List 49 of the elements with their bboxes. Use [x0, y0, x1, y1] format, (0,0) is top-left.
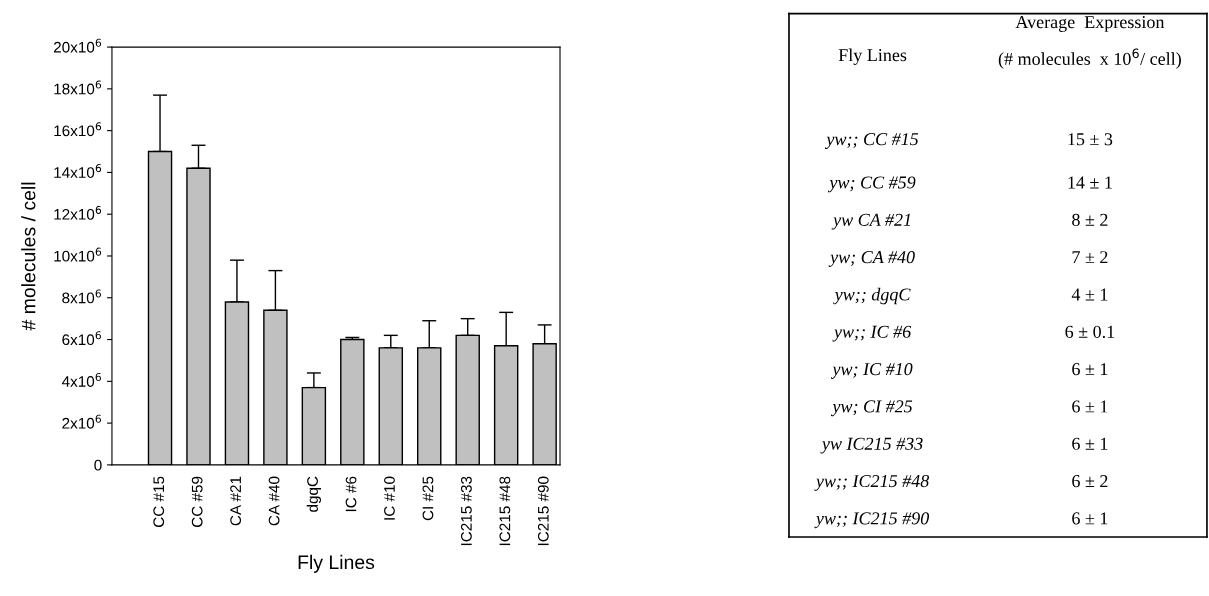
text: 8 ± 2 [1072, 213, 1108, 226]
x-tick-label: IC #10 [384, 476, 395, 520]
y-tick-label: 14x10$^{6}$ [54, 164, 102, 178]
text: Fly Lines [838, 48, 907, 65]
text: Average Expression [1015, 16, 1165, 32]
category-label: yw;; IC #6 [832, 325, 912, 342]
text: 14 ± 1 [1068, 176, 1112, 189]
y-tick-label: 2x10$^{6}$ [62, 414, 101, 429]
y-tick-label: 4x10$^{6}$ [61, 372, 101, 387]
x-tick-label: CA #21 [230, 476, 242, 526]
y-tick-label: 18x10$^{6}$ [54, 80, 102, 95]
x-tick-label: CC #59 [191, 476, 203, 528]
text: 6 ± 0.1 [1065, 325, 1115, 338]
y-tick-label: 16x10$^{6}$ [54, 122, 102, 137]
category-label: yw;; dgqC [833, 287, 911, 305]
text: 6 ± 1 [1072, 437, 1108, 450]
category-label: yw;; CC #15 [824, 133, 919, 149]
text: (# molecules x 10$^{6}$/ cell) [998, 48, 1181, 69]
x-tick-label: IC215 #90 [537, 476, 549, 546]
category-label: yw; CA #40 [828, 251, 915, 267]
y-tick-label: 10x10$^{6}$ [54, 247, 102, 262]
x-axis-title: Fly Lines [298, 554, 375, 573]
x-tick-label: IC #6 [345, 476, 357, 512]
text: 6 ± 1 [1072, 400, 1108, 413]
category-label: yw; CI #25 [830, 400, 913, 417]
y-tick-label: 6x10$^{6}$ [62, 331, 101, 346]
y-axis-title: # molecules / cell [21, 182, 36, 331]
text: 4 ± 1 [1071, 288, 1108, 301]
y-tick-label: 20x10$^{6}$ [53, 38, 102, 53]
x-tick-label: dgqC [306, 476, 321, 512]
text: 6 ± 2 [1072, 475, 1108, 488]
x-tick-label: IC215 #33 [460, 476, 472, 546]
category-label: yw; CC #59 [827, 176, 916, 193]
text: 6 ± 1 [1072, 512, 1108, 525]
text: 7 ± 2 [1072, 251, 1108, 264]
text: 6 ± 1 [1072, 363, 1108, 376]
x-tick-label: CI #25 [422, 476, 434, 521]
x-tick-label: CC #15 [153, 476, 165, 528]
y-tick-label: 8x10$^{6}$ [62, 289, 101, 304]
y-tick-label: 12x10$^{6}$ [54, 205, 102, 220]
x-tick-label: CA #40 [268, 476, 280, 526]
y-tick-label: 0 [94, 459, 102, 471]
x-tick-label: IC215 #48 [499, 476, 511, 546]
category-label: yw CA #21 [831, 213, 911, 230]
category-label: yw IC215 #33 [820, 437, 923, 454]
category-label: yw; IC #10 [830, 362, 913, 379]
category-label: yw;; IC215 #48 [814, 474, 930, 491]
category-label: yw;; IC215 #90 [814, 512, 930, 529]
text: 15 ± 3 [1068, 133, 1113, 146]
